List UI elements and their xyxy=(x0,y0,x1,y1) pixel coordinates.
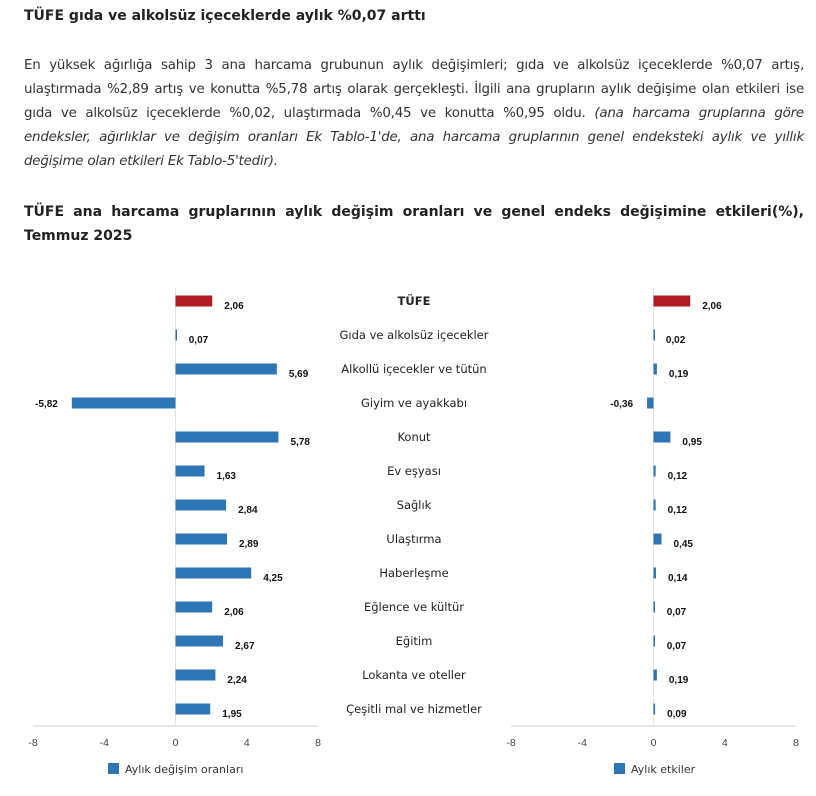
paragraph-note: (ana harcama gruplarına göre endeksler, … xyxy=(24,106,804,169)
category-label: Giyim ve ayakkabı xyxy=(361,396,467,410)
bar xyxy=(653,533,662,545)
data-label: 2,89 xyxy=(239,539,259,550)
bar xyxy=(175,465,205,477)
data-label: 1,63 xyxy=(217,471,237,482)
bar xyxy=(175,363,277,375)
category-label: Alkollü içecekler ve tütün xyxy=(341,362,486,376)
category-label: Haberleşme xyxy=(379,566,448,580)
data-label: 2,84 xyxy=(238,505,258,516)
bar xyxy=(175,499,227,511)
bar xyxy=(175,669,216,681)
bar xyxy=(653,329,655,341)
bar xyxy=(653,601,655,613)
bar xyxy=(653,465,656,477)
category-label: TÜFE xyxy=(398,293,431,308)
bar xyxy=(175,635,224,647)
data-label: 5,69 xyxy=(289,369,309,380)
bar xyxy=(653,635,655,647)
bar xyxy=(653,363,657,375)
legend-label: Aylık etkiler xyxy=(631,763,696,776)
x-tick-label: 4 xyxy=(722,737,728,749)
bar xyxy=(175,431,279,443)
data-label: 0,19 xyxy=(669,675,689,686)
category-label: Eğitim xyxy=(396,634,433,648)
bar xyxy=(647,397,654,409)
summary-paragraph: En yüksek ağırlığa sahip 3 ana harcama g… xyxy=(24,54,804,174)
data-label: 0,09 xyxy=(667,709,687,720)
x-tick-label: 4 xyxy=(244,737,250,749)
data-label: 2,67 xyxy=(235,641,255,652)
category-label: Ev eşyası xyxy=(387,464,441,478)
data-label: 5,78 xyxy=(290,437,310,448)
bar xyxy=(175,703,211,715)
data-label: 0,14 xyxy=(668,573,688,584)
data-label: 4,25 xyxy=(263,573,283,584)
category-label: Gıda ve alkolsüz içecekler xyxy=(340,328,489,342)
data-label: 0,95 xyxy=(682,437,702,448)
x-tick-label: -8 xyxy=(506,737,515,749)
bar xyxy=(175,329,177,341)
category-label: Sağlık xyxy=(397,498,432,512)
category-label: Ulaştırma xyxy=(386,532,441,546)
data-label: 0,02 xyxy=(666,335,686,346)
legend-label: Aylık değişim oranları xyxy=(125,763,243,776)
x-tick-label: -4 xyxy=(578,737,587,749)
chart-title: TÜFE ana harcama gruplarının aylık değiş… xyxy=(24,204,804,244)
category-label: Çeşitli mal ve hizmetler xyxy=(346,702,482,716)
bar xyxy=(653,567,656,579)
data-label: 2,06 xyxy=(224,301,244,312)
tufe-bar xyxy=(653,295,691,307)
x-tick-label: -4 xyxy=(100,737,109,749)
data-label: 0,19 xyxy=(669,369,689,380)
data-label: 0,12 xyxy=(668,471,688,482)
bar xyxy=(71,397,176,409)
x-tick-label: 0 xyxy=(173,737,179,749)
data-label: 2,06 xyxy=(702,301,722,312)
data-label: 0,07 xyxy=(189,335,209,346)
x-tick-label: 8 xyxy=(315,737,321,749)
legend-swatch xyxy=(108,763,119,774)
bar xyxy=(653,703,656,715)
data-label: 0,07 xyxy=(667,607,687,618)
bar xyxy=(653,431,671,443)
data-label: 0,45 xyxy=(674,539,694,550)
data-label: -5,82 xyxy=(35,399,58,410)
x-tick-label: -8 xyxy=(28,737,37,749)
bar xyxy=(175,567,252,579)
x-tick-label: 8 xyxy=(793,737,799,749)
tufe-bar xyxy=(175,295,213,307)
data-label: 2,06 xyxy=(224,607,244,618)
category-label: Eğlence ve kültür xyxy=(364,600,464,614)
category-label: Lokanta ve oteller xyxy=(362,668,466,682)
page-heading: TÜFE gıda ve alkolsüz içeceklerde aylık … xyxy=(24,8,426,24)
data-label: 0,07 xyxy=(667,641,687,652)
bar xyxy=(175,533,227,545)
category-label: Konut xyxy=(397,430,431,444)
data-label: -0,36 xyxy=(610,399,633,410)
legend-swatch xyxy=(614,763,625,774)
bar xyxy=(653,669,657,681)
bar xyxy=(175,601,213,613)
bar xyxy=(653,499,656,511)
paragraph-text: En yüksek ağırlığa sahip 3 ana harcama g… xyxy=(24,58,804,121)
data-label: 2,24 xyxy=(227,675,247,686)
data-label: 1,95 xyxy=(222,709,242,720)
data-label: 0,12 xyxy=(668,505,688,516)
x-tick-label: 0 xyxy=(651,737,657,749)
